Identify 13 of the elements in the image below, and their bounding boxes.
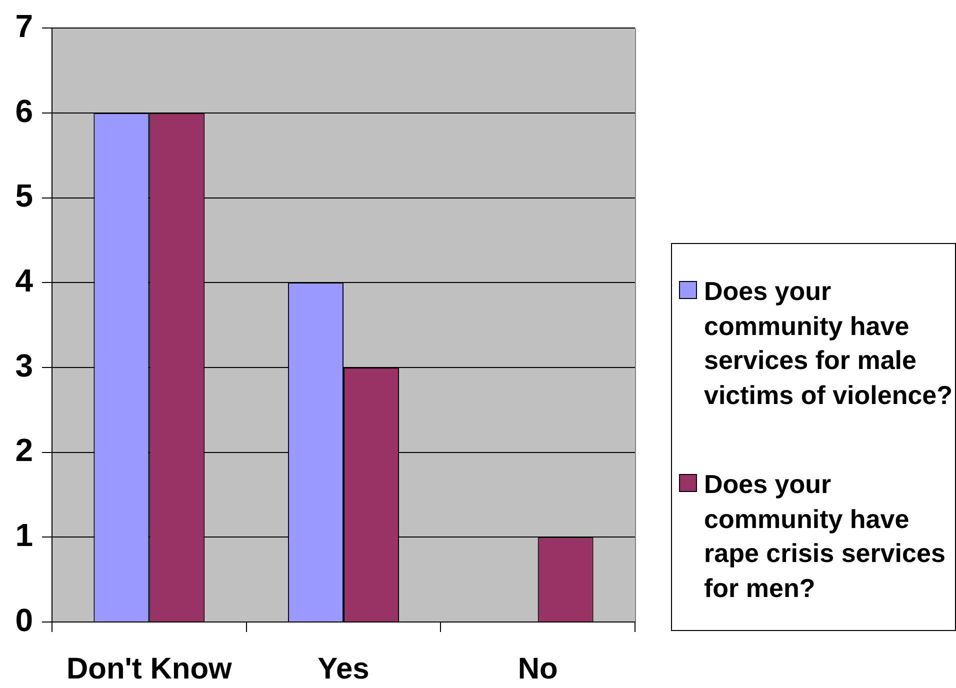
y-tick-label: 7 (15, 8, 33, 44)
y-tick-label: 1 (15, 517, 33, 553)
x-tick-label: Don't Know (66, 652, 233, 686)
x-tick-label: No (518, 652, 558, 686)
y-tick-label: 5 (15, 178, 33, 214)
x-tick-label: Yes (318, 652, 370, 686)
y-tick-label: 3 (15, 347, 33, 384)
legend-label: Does your community have rape crisis services for men? (704, 468, 946, 604)
y-tick-label: 2 (15, 432, 33, 468)
y-tick-label: 0 (15, 602, 33, 638)
y-tick-label: 6 (15, 92, 33, 129)
y-tick-label: 4 (15, 262, 34, 299)
legend-label: Does your community have services for male victims of violence? (704, 275, 954, 412)
